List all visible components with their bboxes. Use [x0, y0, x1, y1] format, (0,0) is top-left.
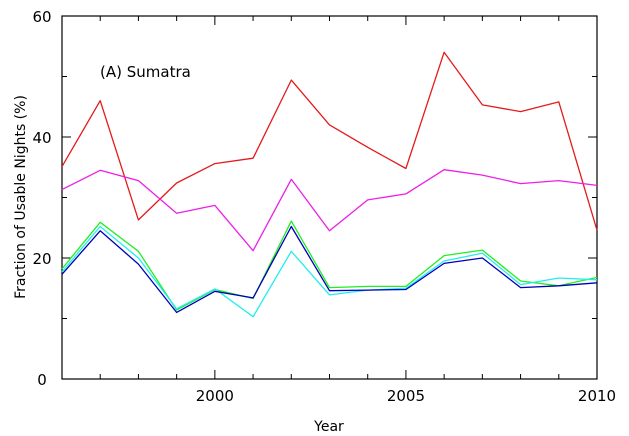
series-line-3 [61, 220, 598, 311]
x-tick-label-2010: 2010 [578, 387, 616, 405]
x-tick-label-2005: 2005 [387, 387, 425, 405]
x-axis-label: Year [313, 419, 344, 435]
series-line-5 [61, 225, 598, 314]
series-line-2 [61, 169, 598, 252]
series-line-1 [61, 51, 598, 231]
axis-ticks [61, 15, 598, 380]
y-tick-label-60: 60 [32, 8, 51, 26]
series-layer [61, 51, 598, 318]
y-axis-label: Fraction of Usable Nights (%) [13, 95, 29, 299]
series-line-4 [61, 225, 598, 318]
axis-tick-labels: 2000 2005 2010 0 20 40 60 [32, 8, 616, 405]
y-tick-label-40: 40 [32, 129, 51, 147]
y-tick-label-20: 20 [32, 250, 51, 268]
x-tick-label-2000: 2000 [196, 387, 234, 405]
panel-annotation: (A) Sumatra [100, 63, 191, 81]
y-tick-label-0: 0 [37, 371, 47, 389]
